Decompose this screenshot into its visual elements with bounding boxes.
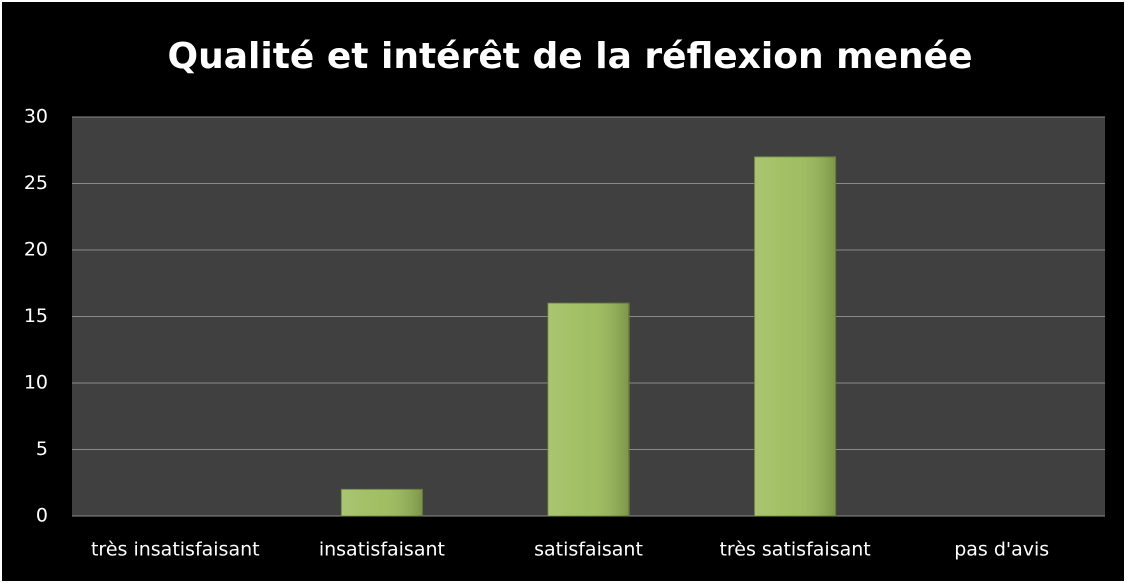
y-tick-label: 30 [24, 106, 48, 128]
y-tick-label: 10 [24, 372, 48, 394]
y-tick-label: 15 [24, 305, 48, 327]
bar-shade [754, 156, 836, 516]
x-tick-label: très satisfaisant [719, 539, 870, 561]
x-tick-label: très insatisfaisant [91, 539, 260, 561]
chart-title: Qualité et intérêt de la réflexion menée [167, 36, 972, 77]
bar-shade [548, 303, 629, 516]
y-tick-label: 0 [36, 505, 48, 527]
x-tick-label: satisfaisant [534, 539, 643, 561]
bar-shade [341, 489, 423, 516]
x-tick-label: insatisfaisant [319, 539, 445, 561]
y-tick-label: 20 [24, 239, 48, 261]
y-tick-label: 5 [36, 438, 48, 460]
y-tick-label: 25 [24, 172, 48, 194]
x-tick-label: pas d'avis [954, 539, 1049, 561]
